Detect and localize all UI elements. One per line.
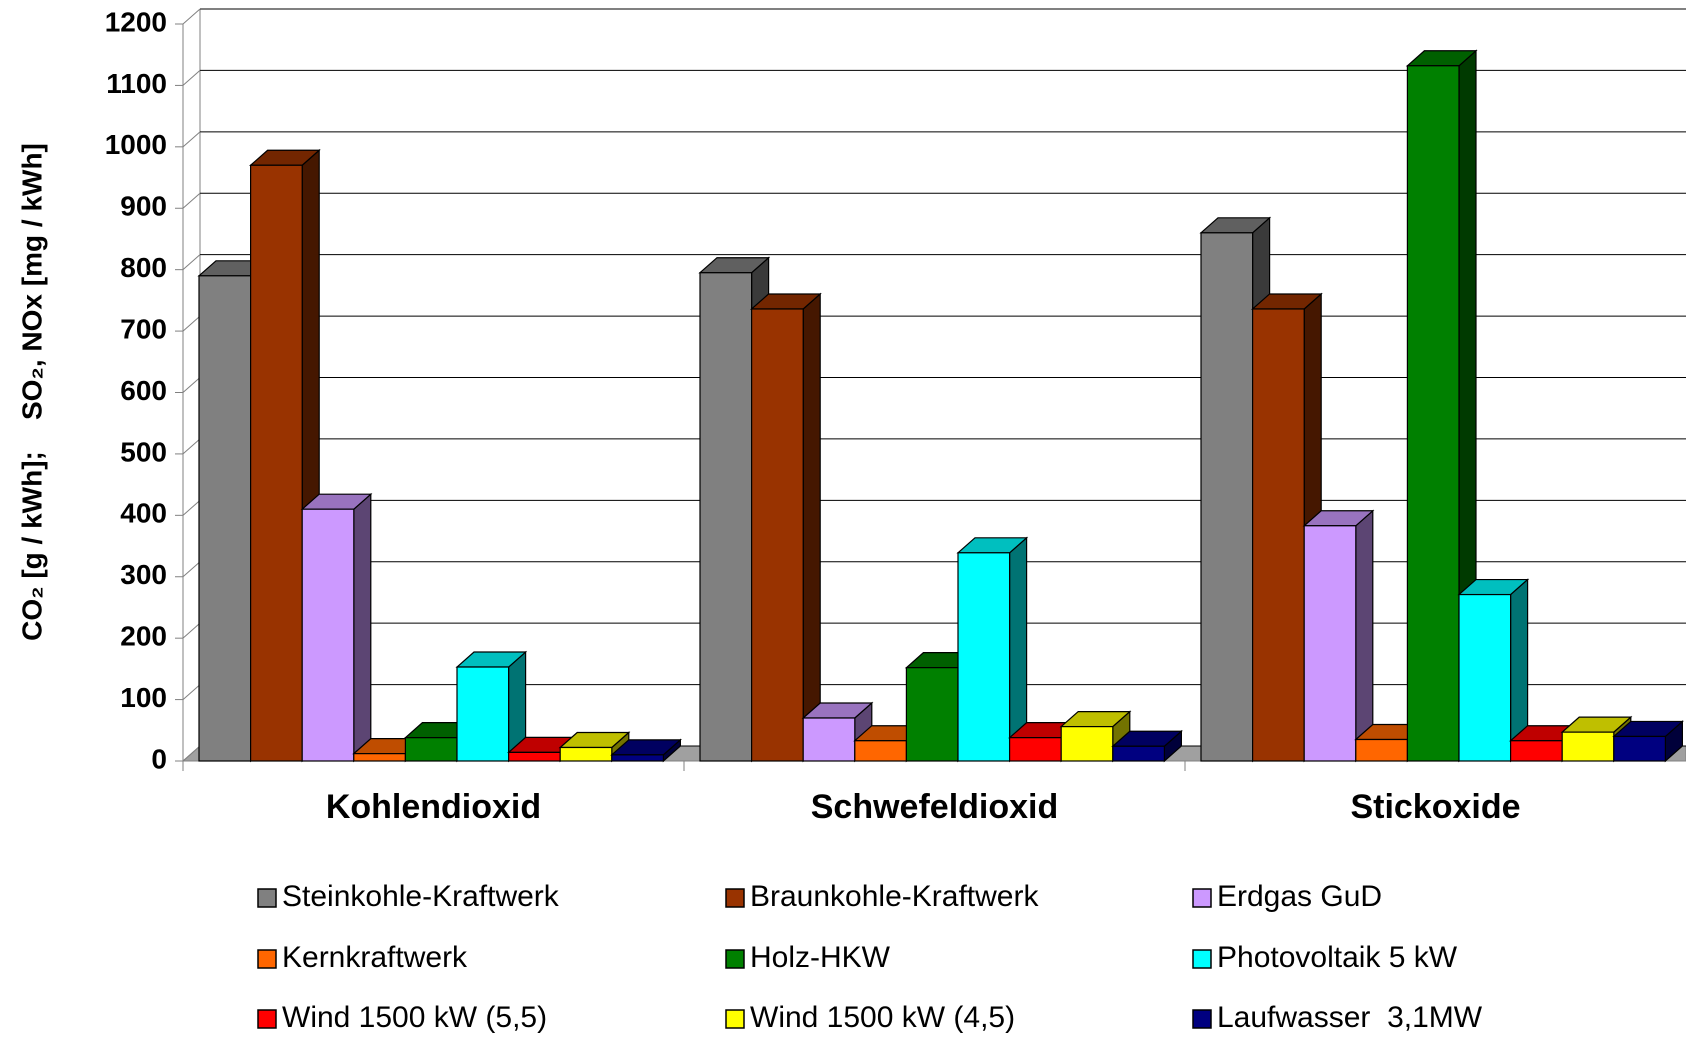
legend-label: Holz-HKW [750,941,891,974]
legend-label: Steinkohle-Kraftwerk [282,880,560,913]
legend-swatch [725,1009,745,1029]
grid-line-side [182,561,201,578]
legend-swatch [257,888,277,908]
bar [699,272,753,762]
bar [854,740,907,762]
legend-label: Wind 1500 kW (4,5) [750,1001,1015,1034]
bar [198,275,252,762]
grid-line-side [182,192,201,209]
legend-swatch [257,949,277,969]
bar [957,552,1011,762]
bar [456,666,510,762]
legend-label: Kernkraftwerk [282,941,468,974]
bar [1613,735,1667,762]
bar [611,754,664,762]
y-tick-label: 300 [120,559,167,590]
bar-side [353,492,372,763]
grid-line-side [182,684,201,700]
legend-label: Erdgas GuD [1217,880,1382,913]
bar [1561,731,1615,762]
legend-swatch [1192,949,1212,969]
y-tick-label: 100 [120,682,167,713]
bar-side [1355,509,1374,763]
legend-swatch [725,888,745,908]
legend-swatch [1192,888,1212,908]
y-tick-label: 500 [120,436,167,467]
legend-label: Laufwasser 3,1MW [1217,1001,1483,1034]
grid-line-side [182,499,201,516]
bar [250,164,303,762]
bar [353,753,406,762]
legend-label: Wind 1500 kW (5,5) [282,1001,547,1034]
bar [1355,738,1409,762]
y-tick-label: 600 [120,375,167,406]
y-tick-label: 1100 [106,68,167,99]
grid-line-side [182,8,201,25]
legend-swatch [257,1009,277,1029]
bar [1251,308,1305,762]
grid-line-side [182,745,201,762]
legend-label: Braunkohle-Kraftwerk [750,880,1039,913]
bar [404,737,458,762]
bar [750,308,804,762]
bar [1509,740,1563,762]
y-tick-label: 0 [151,743,167,774]
bar [1303,525,1357,762]
legend-label: Photovoltaik 5 kW [1217,941,1458,974]
bar [802,717,856,762]
bar [1008,737,1062,762]
bar-side [802,292,821,763]
grid-line-side [182,131,201,148]
y-tick-label: 800 [120,252,167,283]
bar [1200,232,1254,762]
grid-line-side [182,438,201,455]
y-tick-label: 1200 [105,6,167,37]
x-tick-label: Stickoxide [1350,788,1520,826]
bar [508,751,561,762]
bar [1458,593,1512,762]
grid-line-side [182,254,201,271]
legend-swatch [725,949,745,969]
x-tick-label: Kohlendioxid [326,788,541,826]
grid-line-side [182,70,201,86]
bar [1112,745,1166,762]
bar [559,746,613,762]
y-tick-label: 900 [120,191,167,222]
y-tick-label: 700 [120,313,167,344]
grid-line-side [182,377,201,393]
bar [301,508,355,762]
legend-swatch [1192,1009,1212,1029]
y-tick-label: 400 [120,498,167,529]
x-tick-label: Schwefeldioxid [811,788,1059,826]
grid-line-side [182,315,201,332]
bar [1060,726,1114,762]
bar [1406,65,1460,762]
grid-line-side [182,622,201,639]
y-axis-label: CO₂ [g / kWh]; SO₂, NOx [mg / kWh] [16,143,47,641]
y-tick-label: 200 [120,621,167,652]
y-tick-label: 1000 [105,129,167,160]
bar [905,667,959,762]
